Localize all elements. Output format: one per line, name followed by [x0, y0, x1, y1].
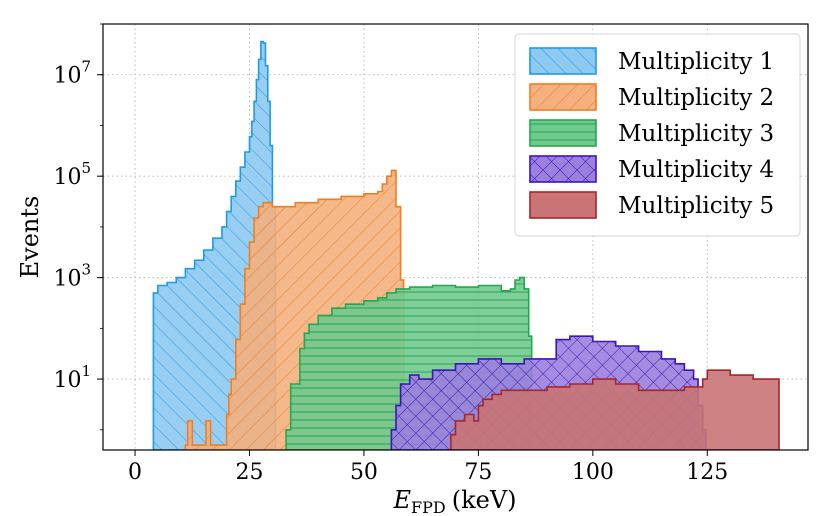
x-axis-title: EFPD (keV)	[392, 486, 516, 516]
series-3-outline	[285, 276, 533, 450]
legend-item-2: Multiplicity 2	[529, 83, 774, 111]
x-axis-title-sub: FPD	[411, 498, 446, 516]
legend-swatch-outline	[529, 83, 597, 111]
x-tick-label: 25	[235, 460, 263, 485]
x-tick-label: 50	[350, 460, 378, 485]
x-axis: 0 25 50 75 100 125	[128, 450, 728, 485]
legend-label: Multiplicity 2	[618, 85, 774, 111]
series-4-outline	[390, 335, 707, 450]
y-tick-base: 10	[53, 267, 81, 292]
y-tick-base: 10	[53, 368, 81, 393]
legend-item-3: Multiplicity 3	[529, 119, 774, 147]
series-5	[450, 369, 780, 450]
legend-swatch-outline	[529, 155, 597, 183]
legend-swatch-outline	[529, 191, 597, 219]
x-axis-title-main: E	[392, 486, 411, 514]
y-tick-base: 10	[53, 165, 81, 190]
legend-swatch-hatch	[530, 156, 596, 182]
legend-item-1: Multiplicity 1	[529, 47, 774, 75]
legend-label: Multiplicity 3	[618, 121, 774, 147]
y-tick-exponent: 5	[81, 159, 91, 177]
series-2-outline	[184, 169, 405, 450]
legend-item-5: Multiplicity 5	[529, 191, 774, 219]
legend-swatch-hatch	[530, 48, 596, 74]
legend: Multiplicity 1 Multiplicity 2 Multiplicity…	[514, 33, 801, 237]
legend-swatch-outline	[529, 47, 597, 75]
x-tick-label: 0	[128, 460, 142, 485]
legend-swatch-outline	[529, 119, 597, 147]
y-tick-exponent: 3	[81, 261, 91, 279]
x-tick-label: 125	[686, 460, 728, 485]
legend-swatch	[530, 192, 596, 218]
y-tick-base: 10	[53, 64, 81, 89]
legend-label: Multiplicity 5	[618, 193, 774, 219]
series-5-fill	[450, 370, 779, 450]
y-tick-exponent: 1	[81, 362, 91, 380]
legend-item-4: Multiplicity 4	[529, 155, 774, 183]
x-tick-label: 75	[464, 460, 492, 485]
y-tick-label: 101	[53, 362, 91, 393]
x-axis-title-unit: (keV)	[452, 486, 517, 514]
y-tick-label: 105	[53, 159, 91, 190]
plot-frame	[102, 23, 809, 451]
series-1-outline	[152, 40, 277, 450]
series-5-outline	[450, 369, 780, 450]
series-layer	[152, 40, 780, 450]
legend-label: Multiplicity 1	[618, 49, 774, 75]
y-tick-exponent: 7	[81, 58, 91, 76]
legend-label: Multiplicity 4	[618, 157, 774, 183]
legend-swatch-hatch	[530, 120, 596, 146]
legend-swatch-hatch	[530, 84, 596, 110]
y-axis-title: Events	[16, 196, 44, 279]
y-tick-label: 107	[53, 58, 91, 89]
x-tick-label: 100	[572, 460, 614, 485]
y-tick-label: 103	[53, 261, 91, 292]
